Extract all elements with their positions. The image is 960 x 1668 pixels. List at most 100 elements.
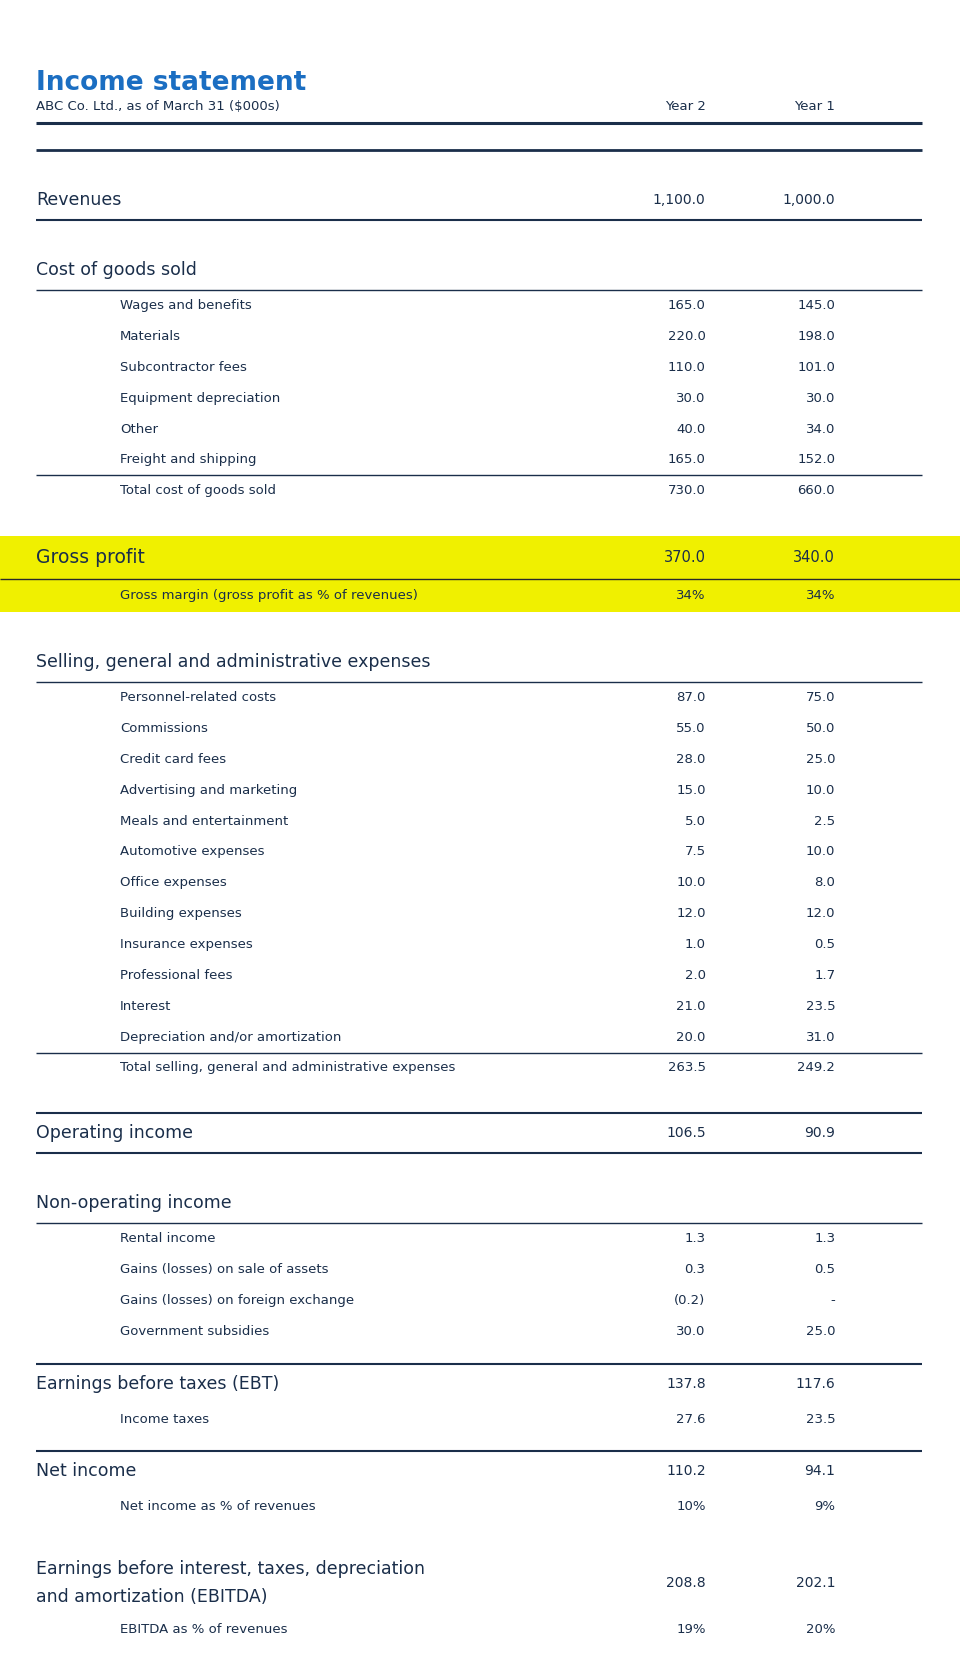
Text: Year 2: Year 2 bbox=[664, 100, 706, 113]
Text: 15.0: 15.0 bbox=[676, 784, 706, 797]
Text: 137.8: 137.8 bbox=[666, 1376, 706, 1391]
Text: 40.0: 40.0 bbox=[677, 422, 706, 435]
Text: 23.5: 23.5 bbox=[805, 999, 835, 1012]
Text: 50.0: 50.0 bbox=[805, 722, 835, 736]
Text: 23.5: 23.5 bbox=[805, 1413, 835, 1426]
Text: Office expenses: Office expenses bbox=[120, 876, 227, 889]
Text: Gross margin (gross profit as % of revenues): Gross margin (gross profit as % of reven… bbox=[120, 589, 418, 602]
Text: Materials: Materials bbox=[120, 330, 181, 344]
Text: Selling, general and administrative expenses: Selling, general and administrative expe… bbox=[36, 654, 431, 671]
Text: Income taxes: Income taxes bbox=[120, 1413, 209, 1426]
Text: 30.0: 30.0 bbox=[676, 392, 706, 405]
Text: 21.0: 21.0 bbox=[676, 999, 706, 1012]
Text: 19%: 19% bbox=[676, 1623, 706, 1636]
Text: 34%: 34% bbox=[676, 589, 706, 602]
Text: 110.0: 110.0 bbox=[668, 360, 706, 374]
Text: Total selling, general and administrative expenses: Total selling, general and administrativ… bbox=[120, 1061, 455, 1074]
Text: 30.0: 30.0 bbox=[805, 392, 835, 405]
Text: Gains (losses) on foreign exchange: Gains (losses) on foreign exchange bbox=[120, 1294, 354, 1308]
Text: 2.0: 2.0 bbox=[684, 969, 706, 982]
Text: Depreciation and/or amortization: Depreciation and/or amortization bbox=[120, 1031, 342, 1044]
Bar bbox=[0, 537, 960, 579]
Text: 1.7: 1.7 bbox=[814, 969, 835, 982]
Text: Gains (losses) on sale of assets: Gains (losses) on sale of assets bbox=[120, 1263, 328, 1276]
Text: Interest: Interest bbox=[120, 999, 172, 1012]
Text: 7.5: 7.5 bbox=[684, 846, 706, 859]
Text: (0.2): (0.2) bbox=[674, 1294, 706, 1308]
Text: Insurance expenses: Insurance expenses bbox=[120, 937, 252, 951]
Text: Other: Other bbox=[120, 422, 158, 435]
Text: 8.0: 8.0 bbox=[814, 876, 835, 889]
Text: 12.0: 12.0 bbox=[805, 907, 835, 921]
Text: Cost of goods sold: Cost of goods sold bbox=[36, 262, 198, 279]
Text: 55.0: 55.0 bbox=[676, 722, 706, 736]
Text: Earnings before interest, taxes, depreciation: Earnings before interest, taxes, depreci… bbox=[36, 1560, 425, 1578]
Text: Professional fees: Professional fees bbox=[120, 969, 232, 982]
Text: Credit card fees: Credit card fees bbox=[120, 752, 227, 766]
Text: Building expenses: Building expenses bbox=[120, 907, 242, 921]
Text: Net income as % of revenues: Net income as % of revenues bbox=[120, 1500, 316, 1513]
Text: 165.0: 165.0 bbox=[668, 454, 706, 467]
Text: 27.6: 27.6 bbox=[676, 1413, 706, 1426]
Text: 110.2: 110.2 bbox=[666, 1465, 706, 1478]
Text: Gross profit: Gross profit bbox=[36, 549, 145, 567]
Text: 90.9: 90.9 bbox=[804, 1126, 835, 1141]
Text: 31.0: 31.0 bbox=[805, 1031, 835, 1044]
Text: 34.0: 34.0 bbox=[805, 422, 835, 435]
Text: 1,100.0: 1,100.0 bbox=[653, 193, 706, 207]
Text: 0.5: 0.5 bbox=[814, 1263, 835, 1276]
Text: 1.3: 1.3 bbox=[684, 1233, 706, 1246]
Text: 10.0: 10.0 bbox=[676, 876, 706, 889]
Text: 1,000.0: 1,000.0 bbox=[782, 193, 835, 207]
Text: 1.0: 1.0 bbox=[684, 937, 706, 951]
Text: -: - bbox=[830, 1294, 835, 1308]
Text: Total cost of goods sold: Total cost of goods sold bbox=[120, 484, 276, 497]
Text: Rental income: Rental income bbox=[120, 1233, 215, 1246]
Text: 145.0: 145.0 bbox=[798, 299, 835, 312]
Text: 208.8: 208.8 bbox=[666, 1576, 706, 1590]
Text: Automotive expenses: Automotive expenses bbox=[120, 846, 265, 859]
Text: 28.0: 28.0 bbox=[676, 752, 706, 766]
Text: Earnings before taxes (EBT): Earnings before taxes (EBT) bbox=[36, 1374, 279, 1393]
Text: 10.0: 10.0 bbox=[805, 784, 835, 797]
Text: 1.3: 1.3 bbox=[814, 1233, 835, 1246]
Text: Income statement: Income statement bbox=[36, 70, 307, 97]
Bar bbox=[0, 579, 960, 612]
Text: 2.5: 2.5 bbox=[814, 814, 835, 827]
Text: 249.2: 249.2 bbox=[798, 1061, 835, 1074]
Text: Personnel-related costs: Personnel-related costs bbox=[120, 691, 276, 704]
Text: 10.0: 10.0 bbox=[805, 846, 835, 859]
Text: 340.0: 340.0 bbox=[793, 550, 835, 565]
Text: 202.1: 202.1 bbox=[796, 1576, 835, 1590]
Text: 5.0: 5.0 bbox=[684, 814, 706, 827]
Text: 34%: 34% bbox=[805, 589, 835, 602]
Text: 25.0: 25.0 bbox=[805, 752, 835, 766]
Text: 152.0: 152.0 bbox=[797, 454, 835, 467]
Text: 9%: 9% bbox=[814, 1500, 835, 1513]
Text: ABC Co. Ltd., as of March 31 ($000s): ABC Co. Ltd., as of March 31 ($000s) bbox=[36, 100, 280, 113]
Text: Freight and shipping: Freight and shipping bbox=[120, 454, 256, 467]
Text: Commissions: Commissions bbox=[120, 722, 208, 736]
Text: 25.0: 25.0 bbox=[805, 1324, 835, 1338]
Text: Government subsidies: Government subsidies bbox=[120, 1324, 269, 1338]
Text: Advertising and marketing: Advertising and marketing bbox=[120, 784, 298, 797]
Text: Net income: Net income bbox=[36, 1463, 137, 1480]
Text: and amortization (EBITDA): and amortization (EBITDA) bbox=[36, 1588, 268, 1606]
Text: 20%: 20% bbox=[805, 1623, 835, 1636]
Text: Subcontractor fees: Subcontractor fees bbox=[120, 360, 247, 374]
Text: 75.0: 75.0 bbox=[805, 691, 835, 704]
Text: 0.5: 0.5 bbox=[814, 937, 835, 951]
Text: 20.0: 20.0 bbox=[676, 1031, 706, 1044]
Text: Non-operating income: Non-operating income bbox=[36, 1194, 232, 1213]
Text: 220.0: 220.0 bbox=[668, 330, 706, 344]
Text: 165.0: 165.0 bbox=[668, 299, 706, 312]
Text: 12.0: 12.0 bbox=[676, 907, 706, 921]
Text: 198.0: 198.0 bbox=[798, 330, 835, 344]
Text: 10%: 10% bbox=[676, 1500, 706, 1513]
Text: Year 1: Year 1 bbox=[794, 100, 835, 113]
Text: 106.5: 106.5 bbox=[666, 1126, 706, 1141]
Text: 660.0: 660.0 bbox=[798, 484, 835, 497]
Text: Operating income: Operating income bbox=[36, 1124, 194, 1143]
Text: 94.1: 94.1 bbox=[804, 1465, 835, 1478]
Text: Wages and benefits: Wages and benefits bbox=[120, 299, 252, 312]
